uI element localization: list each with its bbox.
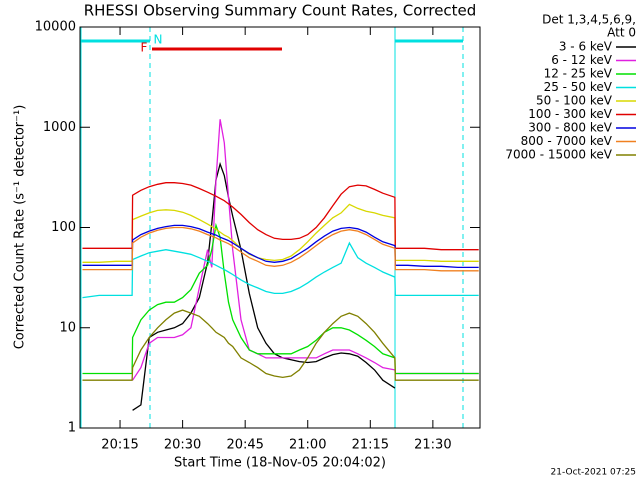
- chart-title: RHESSI Observing Summary Count Rates, Co…: [84, 2, 477, 20]
- legend-label: 7000 - 15000 keV: [505, 148, 612, 162]
- x-tick-label: 20:45: [226, 438, 263, 453]
- flag-label: F: [141, 41, 148, 55]
- y-tick-label: 10000: [35, 20, 76, 35]
- series-line: [82, 222, 479, 375]
- series-line: [82, 203, 479, 263]
- x-tick-label: 21:15: [352, 438, 389, 453]
- series-line: [82, 226, 479, 272]
- series-line: [82, 241, 479, 299]
- series-line: [132, 119, 479, 381]
- plot-lines: [82, 119, 479, 411]
- y-tick-label: 1000: [43, 120, 76, 135]
- x-tick-label: 21:00: [289, 438, 326, 453]
- legend-header: Att 0: [607, 26, 636, 40]
- series-line: [132, 161, 396, 411]
- legend-label: 25 - 50 keV: [544, 80, 613, 94]
- series-line: [82, 224, 479, 269]
- x-axis-label: Start Time (18-Nov-05 20:04:02): [174, 456, 386, 471]
- x-tick-label: 20:30: [164, 438, 201, 453]
- legend-label: 50 - 100 keV: [536, 94, 613, 108]
- y-tick-label: 1: [68, 421, 76, 436]
- legend-label: 800 - 7000 keV: [521, 134, 613, 148]
- series-line: [82, 182, 479, 251]
- series-line: [82, 309, 479, 381]
- legend-label: 100 - 300 keV: [528, 107, 612, 121]
- y-axis-label: Corrected Count Rate (s⁻¹ detector⁻¹): [13, 105, 28, 350]
- legend-header: Det 1,3,4,5,6,9,: [542, 13, 636, 27]
- legend-label: 3 - 6 keV: [559, 40, 613, 54]
- x-tick-label: 21:30: [414, 438, 451, 453]
- y-tick-label: 10: [59, 320, 76, 335]
- x-tick-label: 20:15: [101, 438, 138, 453]
- y-tick-label: 100: [51, 220, 76, 235]
- flags: F N: [80, 27, 464, 428]
- footer: 21-Oct-2021 07:25: [551, 468, 636, 478]
- legend-label: 6 - 12 keV: [551, 53, 613, 67]
- legend-label: 12 - 25 keV: [544, 67, 613, 81]
- flag-label: N: [154, 33, 163, 47]
- legend-label: 300 - 800 keV: [528, 121, 612, 135]
